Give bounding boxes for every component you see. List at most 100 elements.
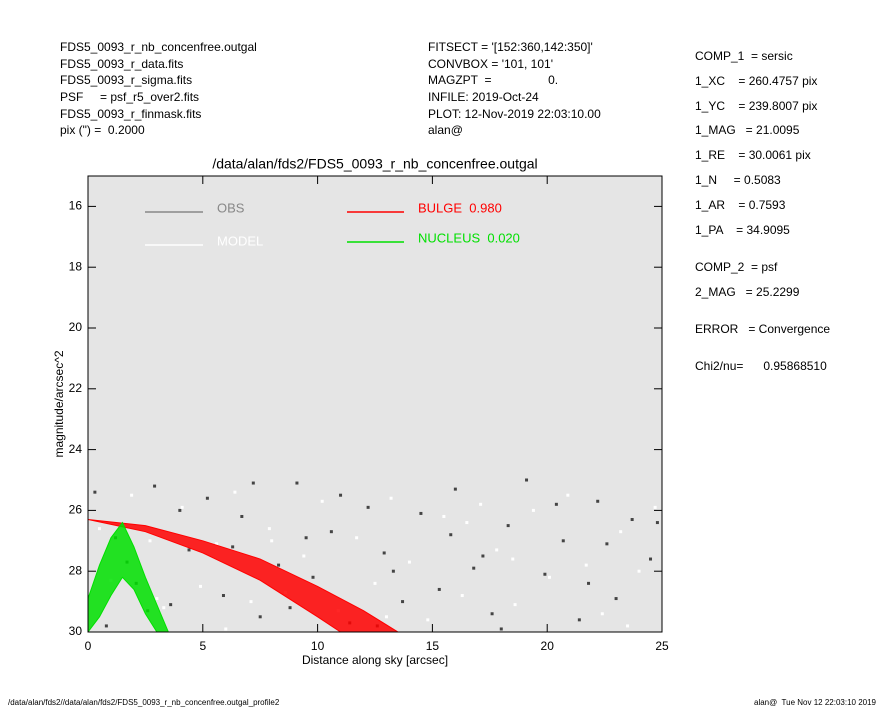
data-point: [373, 581, 377, 585]
data-point: [554, 502, 558, 506]
data-point: [655, 521, 659, 525]
data-point: [587, 581, 591, 585]
header-line: alan@: [428, 123, 463, 137]
header-line: 1_N = 0.5083: [695, 173, 781, 187]
data-point: [495, 548, 499, 552]
data-point: [584, 563, 588, 567]
header-line: MAGZPT = 0.: [428, 73, 558, 87]
data-point: [178, 508, 182, 512]
data-point: [465, 521, 469, 525]
data-point: [605, 542, 609, 546]
header-line: COMP_1 = sersic: [695, 49, 793, 63]
x-tick-label: 10: [311, 639, 325, 653]
data-point: [566, 493, 570, 497]
y-tick-label: 22: [69, 381, 83, 395]
data-point: [215, 542, 219, 546]
plot-frame: [87, 175, 663, 633]
data-point: [205, 496, 209, 500]
legend-label: MODEL: [217, 233, 263, 248]
data-point: [460, 594, 464, 598]
component-band: [88, 521, 169, 632]
plot-area: [88, 176, 662, 632]
header-line: COMP_2 = psf: [695, 260, 778, 274]
data-point: [355, 536, 359, 540]
data-point: [626, 624, 630, 628]
data-point: [637, 569, 641, 573]
data-point: [513, 603, 517, 607]
x-tick-label: 5: [199, 639, 206, 653]
data-point: [277, 563, 281, 567]
data-point: [600, 612, 604, 616]
data-point: [472, 566, 476, 570]
data-point: [320, 499, 324, 503]
data-point: [391, 569, 395, 573]
y-tick-label: 24: [69, 442, 83, 456]
data-point: [577, 618, 581, 622]
header-line: CONVBOX = '101, 101': [428, 57, 553, 71]
data-point: [614, 597, 618, 601]
y-tick-label: 26: [69, 503, 83, 517]
data-point: [339, 493, 343, 497]
plot-layer: [88, 478, 659, 632]
header-line: FDS5_0093_r_sigma.fits: [60, 73, 192, 87]
data-point: [384, 615, 388, 619]
data-point: [547, 575, 551, 579]
header-line: ERROR = Convergence: [695, 322, 830, 336]
footer-left: /data/alan/fds2//data/alan/fds2/FDS5_009…: [8, 698, 280, 707]
data-point: [169, 603, 173, 607]
data-point: [453, 487, 457, 491]
data-point: [249, 600, 253, 604]
data-point: [270, 539, 274, 543]
data-point: [199, 584, 203, 588]
data-point: [449, 533, 453, 537]
data-point: [437, 587, 441, 591]
header-line: PLOT: 12-Nov-2019 22:03:10.00: [428, 107, 601, 121]
data-point: [148, 539, 152, 543]
data-point: [531, 508, 535, 512]
data-point: [240, 514, 244, 518]
data-point: [288, 606, 292, 610]
x-tick-label: 0: [85, 639, 92, 653]
legend-label: OBS: [217, 200, 245, 215]
data-point: [221, 594, 225, 598]
header-line: 1_YC = 239.8007 pix: [695, 99, 817, 113]
data-point: [442, 514, 446, 518]
chart-title: /data/alan/fds2/FDS5_0093_r_nb_concenfre…: [212, 156, 537, 172]
data-point: [251, 481, 255, 485]
data-point: [153, 484, 157, 488]
data-point: [187, 548, 191, 552]
data-point: [180, 505, 184, 509]
y-axis-label: magnitude/arcsec^2: [52, 350, 66, 457]
data-point: [311, 575, 315, 579]
header-line: 1_AR = 0.7593: [695, 198, 786, 212]
data-point: [649, 557, 653, 561]
data-point: [302, 554, 306, 558]
data-point: [224, 627, 228, 631]
y-tick-label: 30: [69, 624, 83, 638]
component-band: [88, 519, 399, 632]
y-tick-label: 20: [69, 320, 83, 334]
data-point: [258, 615, 262, 619]
data-point: [630, 518, 634, 522]
data-point: [97, 527, 101, 531]
data-point: [419, 511, 423, 515]
data-point: [162, 606, 166, 610]
data-point: [295, 481, 299, 485]
header-line: 1_PA = 34.9095: [695, 223, 790, 237]
x-tick-label: 15: [426, 639, 440, 653]
header-line: pix (") = 0.2000: [60, 123, 145, 137]
header-line: FDS5_0093_r_nb_concenfree.outgal: [60, 40, 257, 54]
y-tick-label: 18: [69, 259, 83, 273]
data-point: [525, 478, 529, 482]
header-line: INFILE: 2019-Oct-24: [428, 90, 539, 104]
data-point: [506, 524, 510, 528]
data-point: [104, 624, 108, 628]
data-point: [479, 502, 483, 506]
legend-label: NUCLEUS 0.020: [418, 230, 520, 245]
data-point: [389, 496, 393, 500]
data-point: [382, 551, 386, 555]
data-point: [596, 499, 600, 503]
header-line: 1_XC = 260.4757 pix: [695, 74, 817, 88]
data-point: [231, 545, 235, 549]
